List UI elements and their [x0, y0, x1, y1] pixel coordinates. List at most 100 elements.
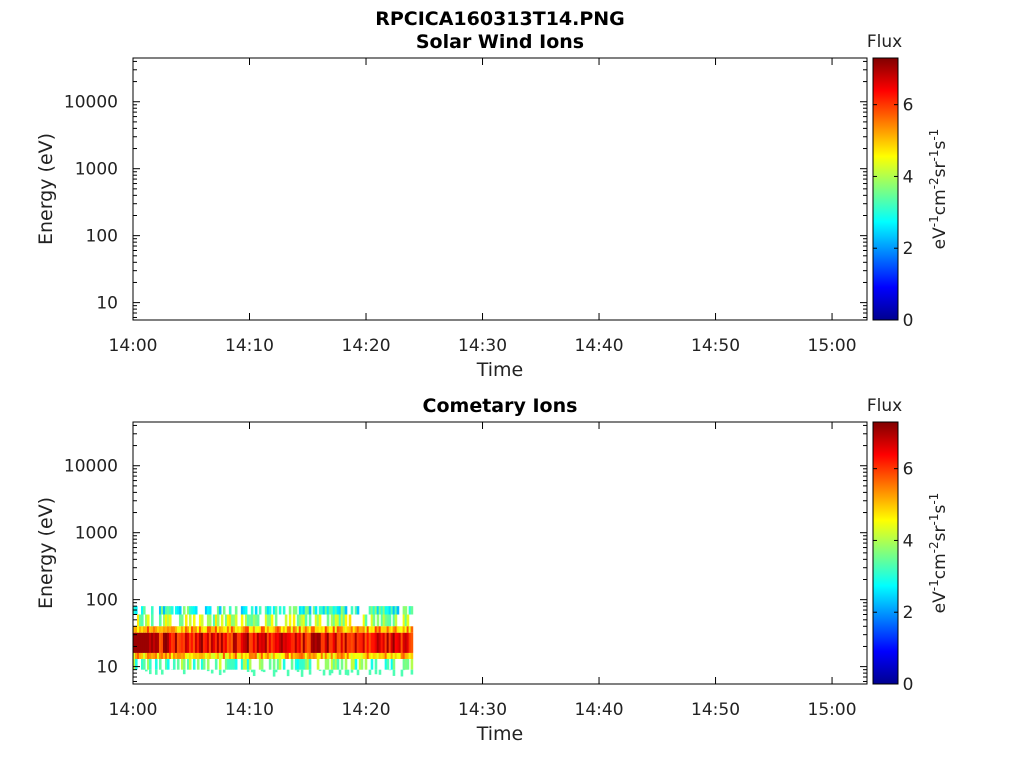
- heatmap-cell: [182, 658, 186, 670]
- heatmap-cell: [276, 626, 280, 633]
- colorbar-tick-label: 6: [903, 460, 914, 480]
- heatmap-cell: [236, 626, 240, 633]
- heatmap-cell: [180, 658, 184, 670]
- heatmap-cell: [354, 626, 358, 633]
- heatmap-cell: [138, 652, 142, 659]
- heatmap-cell: [392, 626, 396, 633]
- heatmap-cell: [158, 626, 162, 633]
- heatmap-cell: [174, 632, 178, 653]
- heatmap-cell: [194, 652, 198, 659]
- heatmap-cell: [364, 632, 368, 653]
- heatmap-cell: [380, 614, 384, 627]
- heatmap-cell: [384, 606, 388, 615]
- heatmap-cell: [252, 669, 256, 677]
- heatmap-cell: [298, 626, 302, 633]
- heatmap-cell: [200, 658, 204, 670]
- heatmap-cell: [150, 606, 154, 615]
- heatmap-cell: [342, 606, 346, 615]
- heatmap-cell: [234, 606, 238, 615]
- heatmap-cell: [342, 614, 346, 627]
- heatmap-cell: [148, 626, 152, 633]
- heatmap-cell: [406, 614, 410, 627]
- heatmap-cell: [356, 652, 360, 659]
- heatmap-cell: [324, 652, 328, 659]
- heatmap-cell: [133, 632, 136, 653]
- heatmap-cell: [306, 606, 310, 615]
- heatmap-cell: [360, 658, 364, 670]
- heatmap-cell: [246, 626, 250, 633]
- heatmap-cell: [362, 626, 366, 633]
- heatmap-cell: [156, 632, 160, 653]
- heatmap-cell: [374, 626, 378, 633]
- heatmap-cell: [316, 614, 320, 627]
- heatmap-cell: [390, 632, 394, 653]
- heatmap-cell: [250, 606, 254, 615]
- heatmap-cell: [318, 652, 322, 659]
- x-tick-label: 14:20: [342, 336, 391, 356]
- heatmap-cell: [144, 614, 148, 627]
- heatmap-cell: [384, 652, 388, 659]
- heatmap-cell: [278, 632, 282, 653]
- heatmap-cell: [204, 626, 208, 633]
- heatmap-cell: [142, 626, 146, 633]
- heatmap-cell: [408, 652, 412, 659]
- heatmap-cell: [234, 652, 238, 659]
- heatmap-cell: [268, 632, 272, 653]
- x-tick-label: 15:00: [808, 700, 857, 720]
- heatmap-cell: [334, 652, 338, 659]
- heatmap-cell: [322, 606, 326, 615]
- heatmap-cell: [133, 658, 136, 670]
- heatmap-cell: [268, 606, 272, 615]
- heatmap-cell: [368, 652, 372, 659]
- heatmap-cell: [262, 626, 266, 633]
- x-tick-label: 14:50: [691, 336, 740, 356]
- heatmap-cell: [192, 632, 196, 653]
- heatmap-cell: [252, 626, 256, 633]
- heatmap-cell: [316, 652, 320, 659]
- heatmap-cell: [340, 606, 344, 615]
- heatmap-cell: [142, 606, 146, 615]
- heatmap-cell: [394, 626, 398, 633]
- heatmap-cell: [274, 626, 278, 633]
- heatmap-cell: [222, 669, 226, 673]
- heatmap-cell: [350, 669, 354, 673]
- heatmap-cell: [224, 632, 228, 653]
- heatmap-cell: [140, 626, 144, 633]
- heatmap-cell: [390, 606, 394, 615]
- heatmap-cell: [146, 614, 150, 627]
- heatmap-cell: [386, 606, 390, 615]
- heatmap-cell: [340, 652, 344, 659]
- heatmap-cell: [182, 606, 186, 615]
- heatmap-cell: [248, 614, 252, 627]
- heatmap-cell: [410, 632, 414, 653]
- heatmap-cell: [284, 652, 288, 659]
- heatmap-cell: [170, 652, 174, 659]
- heatmap-cell: [386, 658, 390, 670]
- heatmap-cell: [214, 614, 218, 627]
- panel-solar-wind-ions: Solar Wind Ions 10 100 1000 10000 14:00 14:10 1…: [35, 31, 950, 381]
- heatmap-cell: [302, 606, 306, 615]
- heatmap-cell: [212, 614, 216, 627]
- heatmap-cell: [164, 632, 168, 653]
- heatmap-cell: [410, 669, 414, 675]
- heatmap-cell: [208, 652, 212, 659]
- heatmap-cell: [226, 658, 230, 670]
- heatmap-cell: [350, 626, 354, 633]
- heatmap-cell: [370, 614, 374, 627]
- heatmap-cell: [218, 606, 222, 615]
- heatmap-cell: [176, 658, 180, 670]
- heatmap-cell: [334, 658, 338, 670]
- heatmap-cell: [388, 669, 392, 671]
- x-axis-label: Time: [476, 359, 524, 381]
- heatmap-cell: [256, 626, 260, 633]
- heatmap-cell: [170, 626, 174, 633]
- heatmap-cell: [312, 632, 316, 653]
- x-tick-label: 14:20: [342, 700, 391, 720]
- heatmap-cell: [212, 652, 216, 659]
- heatmap-cell: [200, 652, 204, 659]
- heatmap-cell: [264, 652, 268, 659]
- heatmap-cell: [400, 669, 404, 677]
- heatmap-cell: [148, 669, 152, 675]
- heatmap-cell: [386, 652, 390, 659]
- heatmap-cell: [176, 632, 180, 653]
